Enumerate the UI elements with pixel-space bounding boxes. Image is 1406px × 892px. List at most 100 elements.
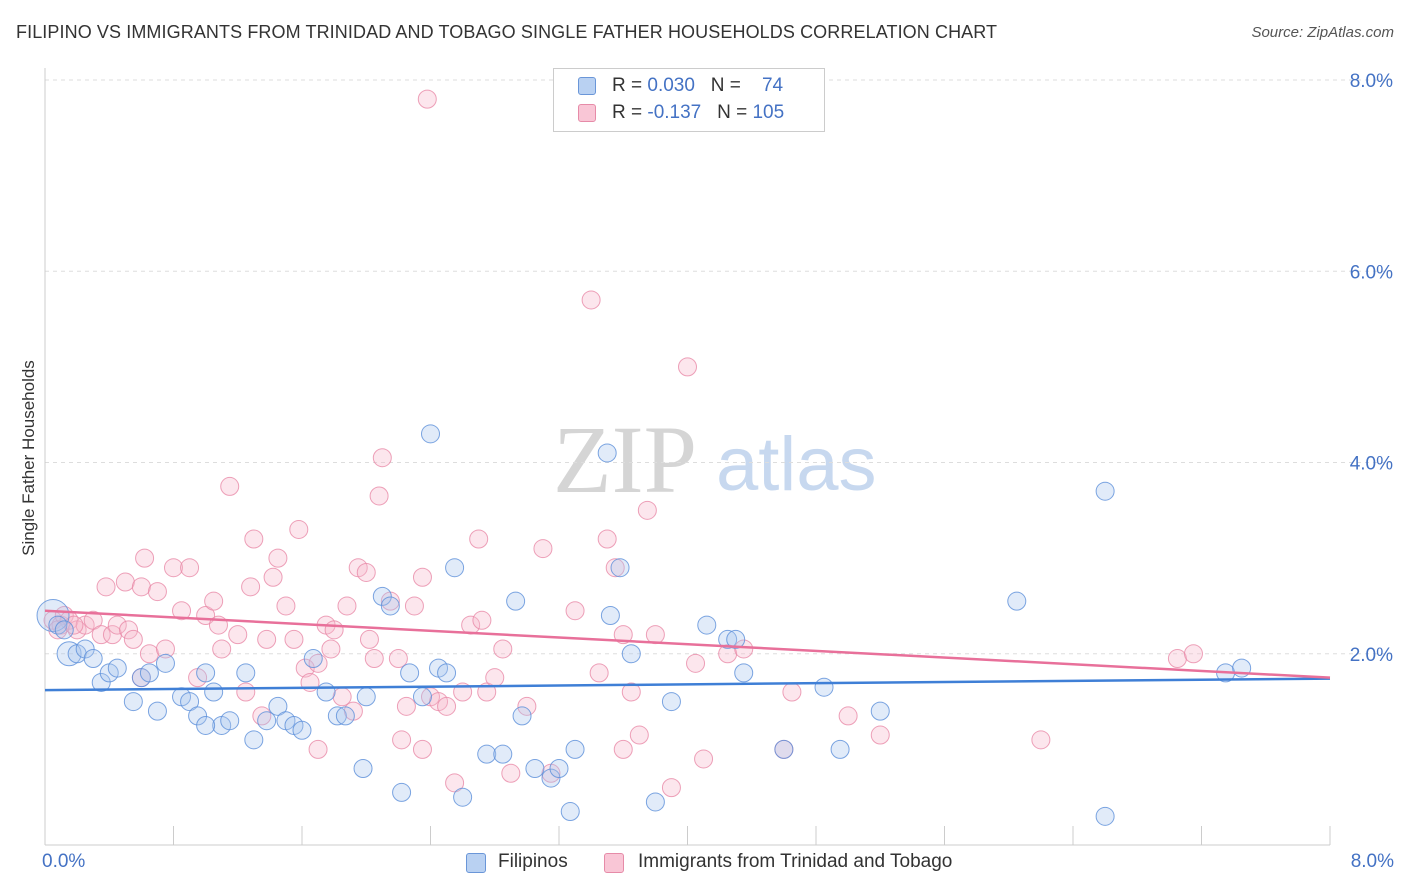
- filipino-point: [257, 711, 277, 731]
- trinidad-point: [645, 625, 665, 645]
- trinidad-point: [533, 539, 553, 559]
- trinidad-point: [147, 582, 167, 602]
- trinidad-point: [263, 567, 283, 587]
- y-tick-label-3: 8.0%: [1350, 71, 1393, 92]
- y-tick-label-0: 2.0%: [1350, 645, 1393, 666]
- trinidad-point: [139, 644, 159, 664]
- trinidad-point: [180, 558, 200, 578]
- filipino-point: [506, 591, 526, 611]
- axes: [44, 68, 1331, 846]
- series-legend: Filipinos Immigrants from Trinidad and T…: [466, 851, 986, 877]
- trinidad-point: [838, 706, 858, 726]
- filipino-point: [204, 682, 224, 702]
- trinidad-point: [472, 610, 492, 630]
- trinidad-point: [686, 653, 706, 673]
- trinidad-point: [437, 696, 457, 716]
- x-tick-max: 8.0%: [1350, 851, 1394, 872]
- n-label: N =: [710, 75, 747, 96]
- filipino-point: [236, 663, 256, 683]
- trinidad-point: [581, 290, 601, 310]
- trinidad-point: [284, 629, 304, 649]
- r-label: R =: [612, 75, 648, 96]
- filipino-point: [726, 629, 746, 649]
- filipino-point: [244, 730, 264, 750]
- chart-title: FILIPINO VS IMMIGRANTS FROM TRINIDAD AND…: [16, 22, 998, 42]
- trinidad-point: [155, 639, 175, 659]
- gridlines: [45, 79, 1392, 655]
- r-value: 0.030: [647, 75, 695, 96]
- filipino-point: [196, 663, 216, 683]
- filipino-point: [600, 606, 620, 625]
- filipino-point: [303, 649, 323, 669]
- trinidad-point: [164, 558, 183, 578]
- trinidad-point: [64, 615, 84, 635]
- trinidad-point: [477, 682, 497, 702]
- trinidad-point: [613, 625, 633, 645]
- trinidad-point: [119, 620, 139, 640]
- watermark-zip: ZIP: [553, 406, 697, 513]
- trinidad-point: [392, 730, 412, 750]
- r-label: R =: [612, 102, 648, 123]
- filipino-point: [356, 687, 376, 707]
- filipino-point: [830, 739, 850, 759]
- trinidad-point: [469, 529, 489, 549]
- trinidad-point: [694, 749, 714, 769]
- r-value: -0.137: [647, 102, 702, 123]
- trinidad-point: [629, 725, 649, 745]
- trinidad-point: [364, 649, 384, 669]
- trinidad-point: [621, 682, 641, 702]
- trinidad-point: [337, 596, 357, 616]
- trend-lines: [44, 609, 1331, 692]
- trinidad-point: [276, 596, 296, 616]
- filipino-point: [268, 696, 288, 716]
- trinidad-point: [244, 529, 264, 549]
- trinidad-point: [1031, 730, 1051, 750]
- filipino-point: [36, 599, 70, 632]
- trinidad-point: [565, 601, 585, 621]
- filipino-point: [316, 682, 336, 702]
- trinidad-point: [228, 625, 248, 645]
- filipino-point: [400, 663, 420, 683]
- trinidad-point: [91, 625, 111, 645]
- trinidad-point: [123, 629, 143, 649]
- filipino-point: [1007, 591, 1027, 611]
- filipino-point: [392, 782, 412, 802]
- trinidad-point: [637, 500, 657, 520]
- filipino-point: [870, 701, 890, 721]
- trinidad-point: [236, 682, 256, 702]
- trinidad-point: [220, 476, 240, 496]
- y-tick-label-2: 6.0%: [1350, 262, 1393, 283]
- filipino-point: [1095, 806, 1115, 826]
- n-value: 105: [752, 102, 785, 123]
- trinidad-point: [485, 668, 505, 688]
- trinidad-point: [870, 725, 890, 745]
- filipino-point: [147, 701, 167, 721]
- x-tick-min: 0.0%: [42, 851, 86, 872]
- filipino-point: [661, 692, 681, 712]
- filipino-point: [814, 677, 834, 697]
- filipino-point: [597, 443, 617, 463]
- filipino-point: [292, 720, 312, 740]
- filipino-point: [220, 711, 240, 731]
- trinidad-point: [605, 558, 625, 578]
- trinidad-point: [517, 696, 537, 716]
- watermark-atlas: atlas: [716, 422, 877, 507]
- filipino-point: [453, 787, 473, 807]
- trinidad-point: [589, 663, 609, 683]
- filipino-point: [697, 615, 717, 635]
- filipino-point: [512, 706, 532, 726]
- trinidad-point: [404, 596, 424, 616]
- filipino-point: [421, 424, 440, 444]
- filipino-point: [155, 653, 175, 673]
- trinidad-point: [356, 562, 376, 582]
- trinidad-point: [107, 615, 127, 635]
- n-value: 74: [761, 75, 784, 96]
- trinidad-point: [289, 519, 309, 539]
- filipino-point: [83, 649, 103, 669]
- filipino-point: [327, 706, 347, 726]
- trinidad-point: [501, 763, 521, 783]
- filipino-point: [477, 744, 497, 764]
- filipino-point: [180, 692, 200, 712]
- trinidad-point: [131, 577, 151, 597]
